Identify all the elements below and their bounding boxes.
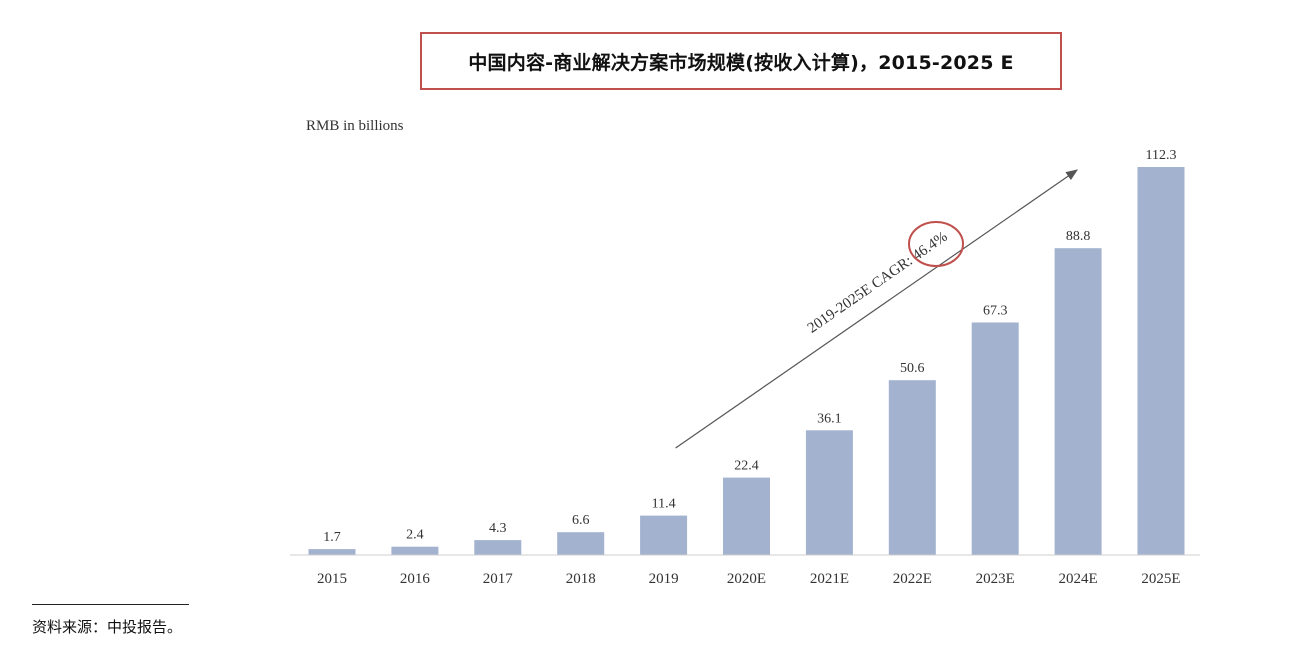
data-label-2017: 4.3 bbox=[489, 521, 507, 536]
bar-2022E bbox=[888, 380, 936, 555]
data-label-2024E: 88.8 bbox=[1066, 229, 1091, 244]
x-tick-label-2016: 2016 bbox=[400, 571, 431, 587]
cagr-highlight-circle bbox=[908, 221, 964, 267]
cagr-label: 2019-2025E CAGR: 46.4% bbox=[805, 229, 951, 337]
data-label-2023E: 67.3 bbox=[983, 304, 1008, 319]
bar-2019 bbox=[640, 515, 688, 555]
x-tick-label-2025E: 2025E bbox=[1141, 571, 1180, 587]
data-label-2022E: 50.6 bbox=[900, 361, 925, 376]
cagr-arrow bbox=[675, 169, 1078, 449]
x-tick-label-2023E: 2023E bbox=[976, 571, 1015, 587]
bar-2020E bbox=[723, 477, 770, 555]
data-label-2018: 6.6 bbox=[572, 513, 590, 528]
chart-title: 中国内容-商业解决方案市场规模(按收入计算)，2015-2025 E bbox=[420, 32, 1062, 90]
data-label-2019: 11.4 bbox=[652, 497, 676, 512]
x-tick-label-2022E: 2022E bbox=[893, 571, 932, 587]
x-tick-label-2024E: 2024E bbox=[1059, 571, 1098, 587]
x-tick-label-2021E: 2021E bbox=[810, 571, 849, 587]
unit-label: RMB in billions bbox=[306, 118, 404, 134]
bar-2017 bbox=[474, 540, 522, 555]
bar-2024E bbox=[1054, 248, 1102, 555]
bar-2016 bbox=[391, 546, 439, 555]
bars-layer bbox=[308, 167, 1185, 555]
bar-2025E bbox=[1137, 167, 1185, 555]
data-label-2025E: 112.3 bbox=[1146, 148, 1177, 163]
bar-2015 bbox=[308, 549, 356, 555]
data-label-2016: 2.4 bbox=[406, 528, 424, 543]
bar-2018 bbox=[557, 532, 605, 555]
source-divider bbox=[32, 604, 189, 605]
source-note: 资料来源：中投报告。 bbox=[32, 618, 183, 636]
x-tick-label-2017: 2017 bbox=[483, 571, 514, 587]
bar-2023E bbox=[971, 322, 1019, 555]
x-tick-label-2019: 2019 bbox=[649, 571, 679, 587]
bar-2021E bbox=[805, 430, 853, 555]
x-tick-label-2015: 2015 bbox=[317, 571, 347, 587]
x-tick-label-2020E: 2020E bbox=[727, 571, 766, 587]
bar-chart: 1.7 2015 2.4 2016 4.3 2017 6.6 2018 11.4 2019 22.4… bbox=[290, 148, 1200, 587]
data-label-2015: 1.7 bbox=[323, 530, 341, 545]
data-label-2020E: 22.4 bbox=[734, 459, 759, 474]
x-tick-label-2018: 2018 bbox=[566, 571, 596, 587]
data-label-2021E: 36.1 bbox=[817, 411, 842, 426]
labels-layer: 1.7 2015 2.4 2016 4.3 2017 6.6 2018 11.4 2019 22.4… bbox=[317, 148, 1181, 587]
